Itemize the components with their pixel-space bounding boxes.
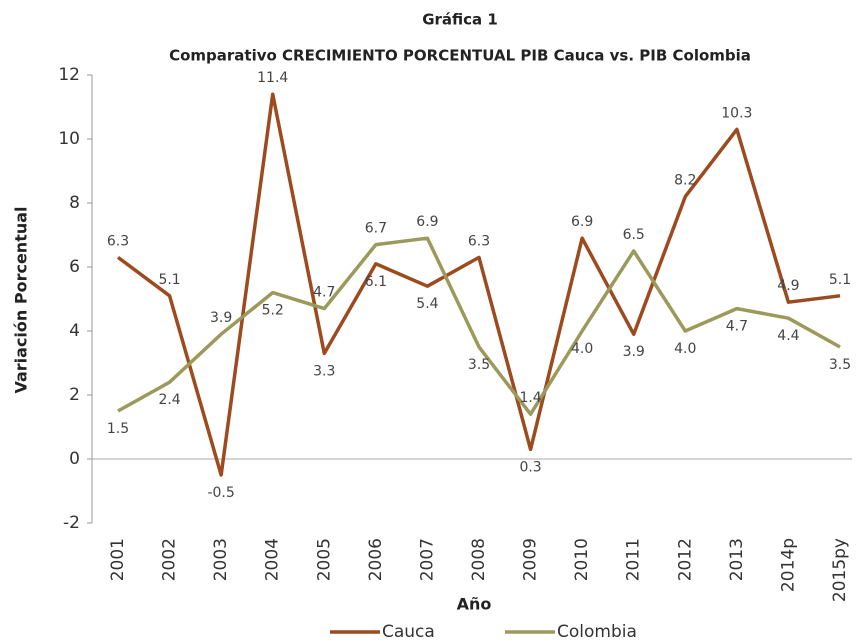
data-label: 11.4	[257, 70, 288, 86]
data-label: 5.2	[262, 303, 284, 319]
data-label: 3.3	[313, 363, 335, 379]
data-label: 3.5	[468, 357, 490, 373]
chart-subtitle: Comparativo CRECIMIENTO PORCENTUAL PIB C…	[169, 47, 751, 65]
data-label: 0.3	[519, 459, 541, 475]
x-tick-label: 2002	[160, 538, 180, 581]
data-label: 3.9	[210, 310, 232, 326]
x-tick-label: 2005	[314, 538, 334, 581]
data-label: 6.5	[623, 227, 645, 243]
x-tick-label: 2013	[727, 538, 747, 581]
data-label: 4.4	[777, 328, 799, 344]
legend-label: Cauca	[382, 622, 435, 642]
x-tick-label: 2003	[211, 538, 231, 581]
x-tick-label: 2012	[675, 538, 695, 581]
data-label: 4.0	[674, 341, 696, 357]
data-label: 4.9	[777, 278, 799, 294]
data-label: 10.3	[721, 105, 752, 121]
x-tick-label: 2015py	[830, 538, 850, 602]
data-label: 6.1	[365, 274, 387, 290]
y-tick-label: 8	[69, 193, 80, 213]
data-label: 6.3	[107, 233, 129, 249]
data-label: 1.5	[107, 421, 129, 437]
y-tick-label: 4	[69, 321, 80, 341]
y-tick-label: -2	[63, 513, 80, 533]
data-label: 3.5	[829, 357, 851, 373]
data-label: 6.7	[365, 221, 387, 237]
chart-title: Gráfica 1	[422, 11, 498, 29]
x-tick-label: 2009	[521, 538, 541, 581]
x-axis-label: Año	[457, 595, 492, 614]
series-line	[117, 236, 841, 416]
data-label: 5.4	[416, 296, 438, 312]
y-tick-label: 10	[58, 129, 80, 149]
data-label: 1.4	[519, 390, 541, 406]
data-label: 3.9	[623, 344, 645, 360]
x-tick-label: 2006	[366, 538, 386, 581]
legend-label: Colombia	[557, 622, 637, 642]
data-label: 4.7	[726, 319, 748, 335]
y-tick-label: 6	[69, 257, 80, 277]
data-label: 8.2	[674, 173, 696, 189]
data-label: 6.3	[468, 233, 490, 249]
data-label: -0.5	[207, 485, 234, 501]
y-tick-label: 0	[69, 449, 80, 469]
data-label: 5.1	[158, 272, 180, 288]
data-label: 6.9	[416, 214, 438, 230]
x-tick-label: 2014p	[778, 538, 798, 592]
x-tick-label: 2008	[469, 538, 489, 581]
y-axis-label: Variación Porcentual	[12, 206, 31, 393]
data-label: 2.4	[158, 392, 180, 408]
data-label: 4.0	[571, 341, 593, 357]
data-label: 6.9	[571, 214, 593, 230]
x-tick-label: 2001	[108, 538, 128, 581]
y-tick-label: 2	[69, 385, 80, 405]
x-tick-label: 2007	[417, 538, 437, 581]
x-tick-label: 2010	[572, 538, 592, 581]
data-label: 4.7	[313, 285, 335, 301]
x-tick-label: 2011	[624, 538, 644, 581]
y-tick-label: 12	[58, 65, 80, 85]
x-tick-label: 2004	[263, 538, 283, 581]
series-line	[116, 92, 841, 477]
data-label: 5.1	[829, 272, 851, 288]
